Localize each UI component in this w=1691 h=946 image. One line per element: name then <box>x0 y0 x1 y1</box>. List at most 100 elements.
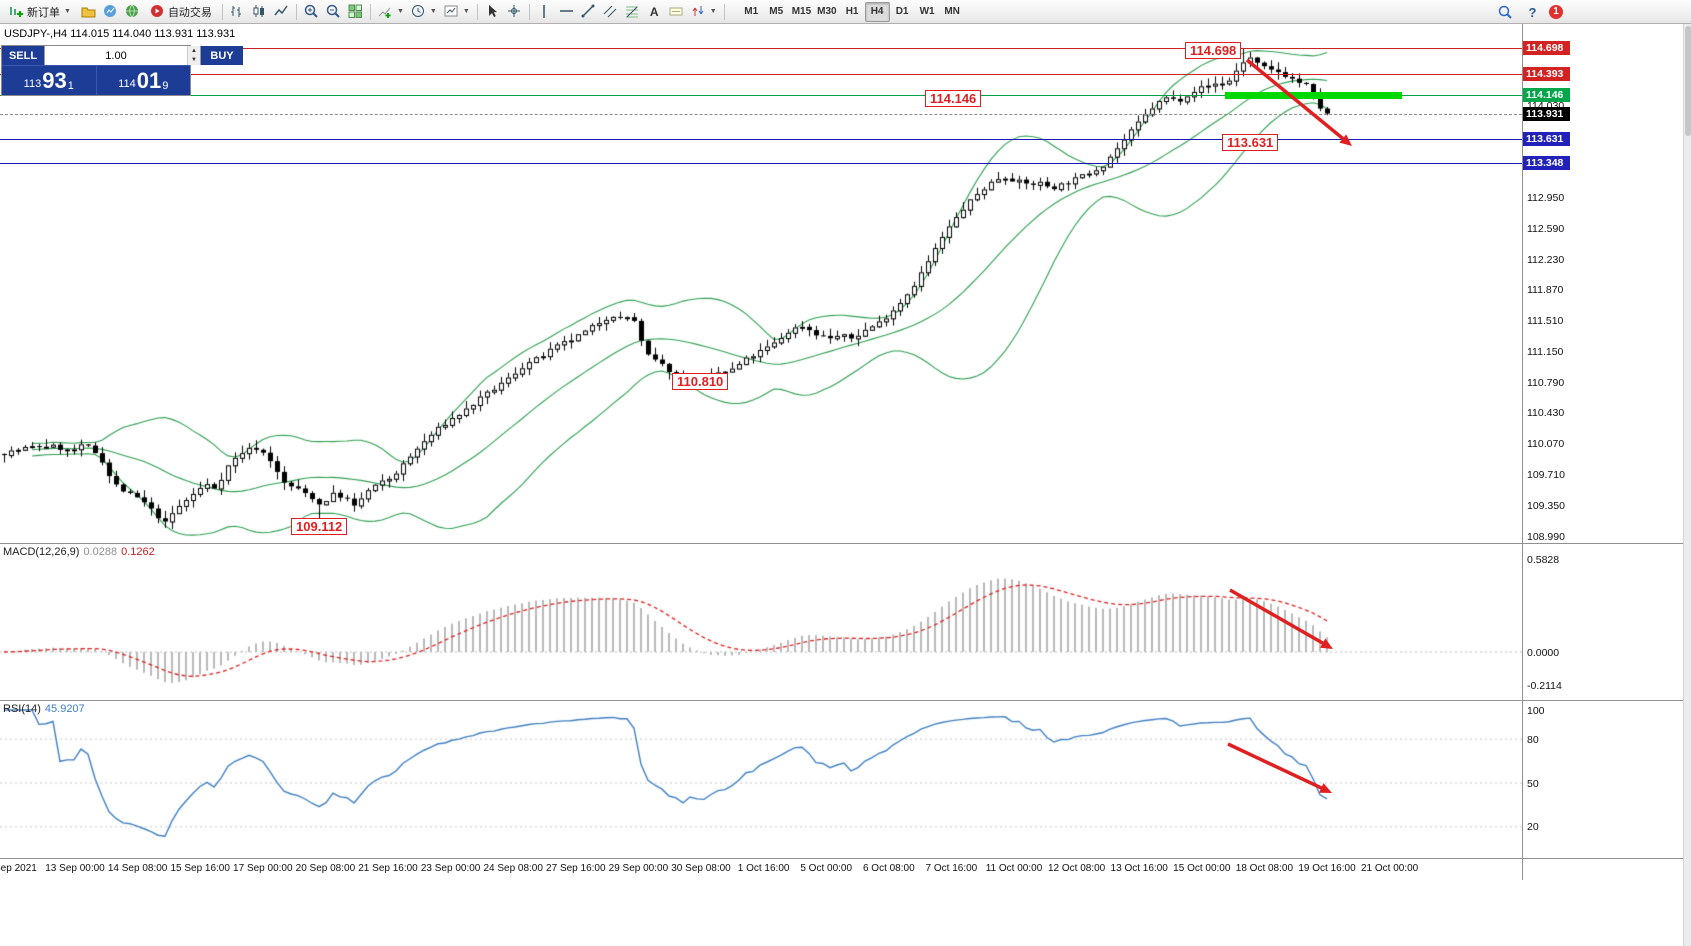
price-tag: 113.348 <box>1523 156 1570 171</box>
timeframe-w1-button[interactable]: W1 <box>915 2 940 22</box>
timeframe-m1-button[interactable]: M1 <box>739 2 764 22</box>
rsi-axis-label: 100 <box>1527 704 1545 717</box>
zoom-out-icon <box>326 4 340 18</box>
buy-price[interactable]: 114 01 9 <box>95 66 191 95</box>
autotrading-button[interactable]: 自动交易 <box>144 2 218 22</box>
rsi-axis-label: 50 <box>1527 777 1539 790</box>
channel-button[interactable] <box>600 2 621 22</box>
text-button[interactable]: A <box>644 2 665 22</box>
chevron-down-icon: ▼ <box>429 8 437 15</box>
line-chart-button[interactable] <box>271 2 292 22</box>
bar-chart-button[interactable] <box>227 2 248 22</box>
navigator-button[interactable] <box>122 2 143 22</box>
crosshair-button[interactable] <box>504 2 525 22</box>
timeframe-mn-button[interactable]: MN <box>940 2 965 22</box>
rsi-label: RSI(14) <box>3 703 41 715</box>
candlestick-icon <box>253 5 264 17</box>
horizontal-level-line[interactable] <box>0 163 1522 164</box>
time-axis-label: 15 Oct 00:00 <box>1173 863 1231 874</box>
market-watch-button[interactable] <box>100 2 121 22</box>
sell-price[interactable]: 113 93 1 <box>23 68 74 93</box>
price-axis-label: 111.150 <box>1527 345 1564 358</box>
rsi-indicator-header: RSI(14) 45.9207 <box>3 703 85 715</box>
text-icon: A <box>649 4 659 19</box>
price-annotation-box[interactable]: 109.112 <box>291 518 348 535</box>
channel-icon <box>603 5 617 18</box>
folder-icon <box>81 7 96 18</box>
vertical-line-icon <box>543 5 545 18</box>
arrows-button[interactable]: ▼ <box>688 2 720 22</box>
fibonacci-icon <box>625 6 638 18</box>
profiles-button[interactable] <box>78 2 99 22</box>
chart-symbol-period: USDJPY-,H4 <box>4 28 68 40</box>
rsi-axis-label: 80 <box>1527 733 1539 746</box>
toolbar-separator <box>221 3 223 20</box>
price-annotation-box[interactable]: 114.146 <box>925 90 982 107</box>
price-axis-label: 109.710 <box>1527 468 1565 481</box>
templates-button[interactable]: ▼ <box>441 2 473 22</box>
buy-button[interactable]: BUY <box>201 46 243 65</box>
price-tag: 113.631 <box>1523 132 1570 147</box>
chevron-down-icon: ▼ <box>396 8 404 15</box>
bar-chart-icon <box>230 6 241 17</box>
volume-decrease-button[interactable]: ▼ <box>188 55 200 65</box>
notification-badge[interactable]: 1 <box>1549 5 1563 19</box>
sell-button[interactable]: SELL <box>2 46 44 65</box>
price-axis-label: 109.350 <box>1527 499 1565 512</box>
search-button[interactable] <box>1495 2 1516 22</box>
vertical-scrollbar[interactable] <box>1683 24 1691 946</box>
panel-separator[interactable] <box>0 700 1691 701</box>
timeframe-m30-button[interactable]: M30 <box>814 2 839 22</box>
price-annotation-box[interactable]: 114.698 <box>1185 42 1242 59</box>
horizontal-line-button[interactable] <box>556 2 577 22</box>
price-axis: 114.030112.950112.590112.230111.870111.5… <box>1522 24 1691 880</box>
time-axis-label: 23 Sep 00:00 <box>420 863 481 874</box>
macd-axis-label: 0.5828 <box>1527 554 1560 567</box>
price-tag: 113.931 <box>1523 106 1570 121</box>
text-label-icon <box>669 7 683 16</box>
line-chart-icon <box>274 5 288 16</box>
periods-button[interactable]: ▼ <box>408 2 440 22</box>
timeframe-h1-button[interactable]: H1 <box>840 2 865 22</box>
timeframe-m15-button[interactable]: M15 <box>789 2 814 22</box>
timeframe-h4-button[interactable]: H4 <box>864 1 890 22</box>
timeframe-d1-button[interactable]: D1 <box>890 2 915 22</box>
search-icon <box>1498 5 1512 19</box>
time-axis-label: 27 Sep 16:00 <box>546 863 606 874</box>
price-annotation-box[interactable]: 110.810 <box>672 373 729 390</box>
indicators-button[interactable]: ▼ <box>375 2 407 22</box>
time-axis-label: 20 Sep 08:00 <box>295 863 356 874</box>
zoom-in-button[interactable] <box>301 2 322 22</box>
panel-separator[interactable] <box>0 543 1691 544</box>
volume-input[interactable] <box>45 46 187 65</box>
horizontal-line-icon <box>559 10 573 12</box>
timeframe-group: M1 M5 M15 M30 H1 H4 D1 W1 MN <box>739 1 965 22</box>
trend-arrow[interactable] <box>1218 734 1342 803</box>
candlestick-button[interactable] <box>249 2 270 22</box>
new-order-button[interactable]: 新订单 ▼ <box>3 2 77 22</box>
trend-arrow[interactable] <box>1220 580 1343 659</box>
volume-spinner: ▲ ▼ <box>187 46 200 65</box>
cursor-button[interactable] <box>482 2 503 22</box>
timeframe-m5-button[interactable]: M5 <box>764 2 789 22</box>
tile-windows-button[interactable] <box>345 2 366 22</box>
text-label-button[interactable] <box>666 2 687 22</box>
time-axis-label: 21 Oct 00:00 <box>1360 863 1419 874</box>
vertical-line-button[interactable] <box>534 2 555 22</box>
zoom-out-button[interactable] <box>323 2 344 22</box>
volume-increase-button[interactable]: ▲ <box>188 46 200 56</box>
help-button[interactable]: ? <box>1522 2 1543 22</box>
price-tag: 114.146 <box>1523 88 1570 103</box>
time-axis-label: 30 Sep 08:00 <box>671 863 731 874</box>
fibonacci-button[interactable] <box>622 2 643 22</box>
trend-arrow[interactable] <box>1237 50 1362 156</box>
toolbar-separator <box>295 3 297 20</box>
ohlc-values: 114.015 114.040 113.931 113.931 <box>70 28 236 40</box>
macd-main-value: 0.0288 <box>83 546 118 558</box>
toolbar: 新订单 ▼ 自动交易 <box>0 0 1691 24</box>
scrollbar-thumb[interactable] <box>1685 26 1691 136</box>
price-axis-label: 110.430 <box>1527 407 1565 420</box>
trendline-button[interactable] <box>578 2 599 22</box>
